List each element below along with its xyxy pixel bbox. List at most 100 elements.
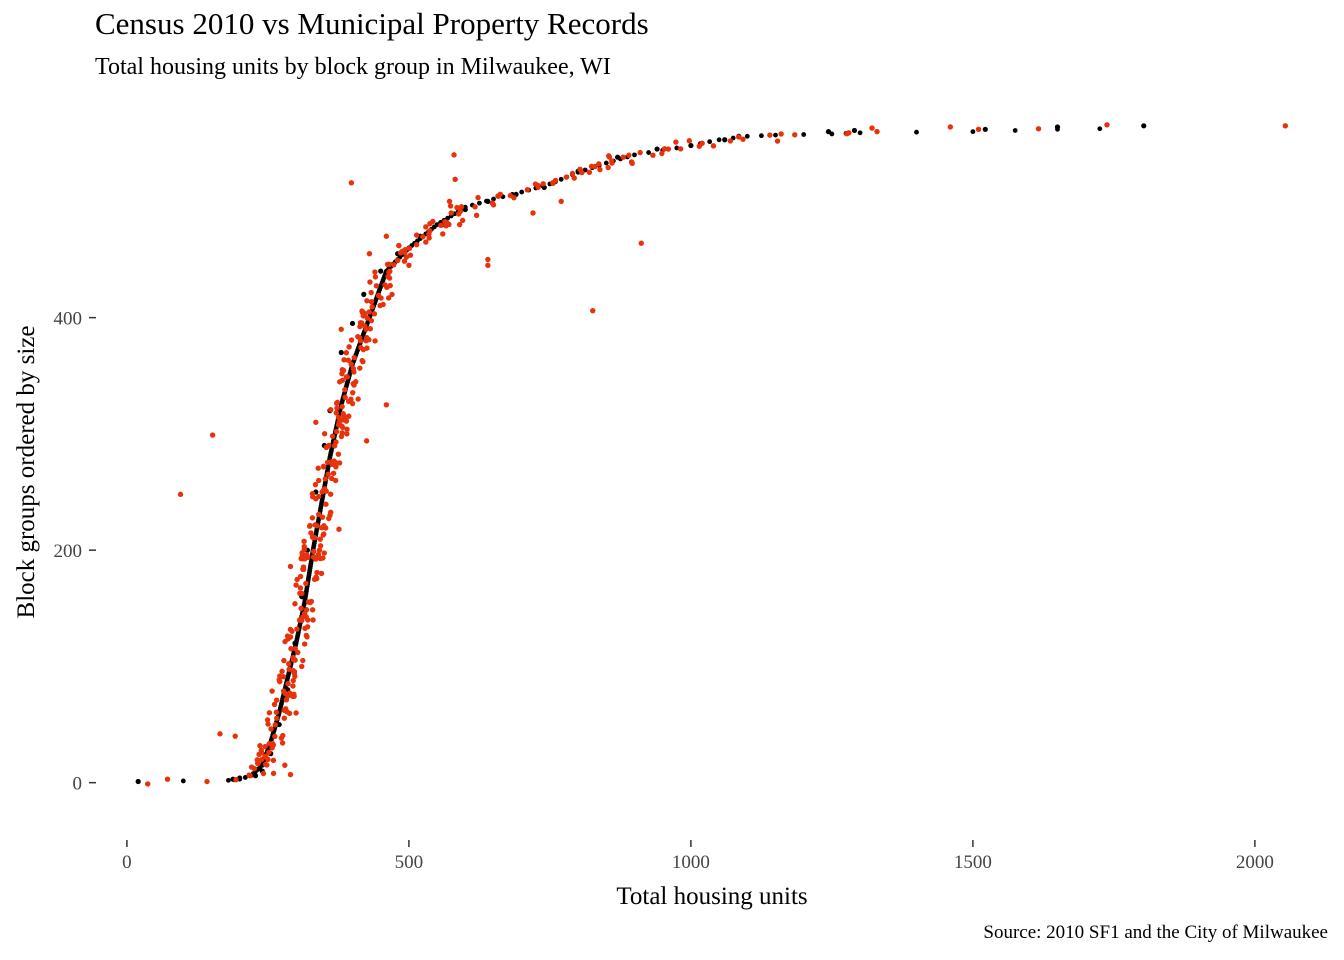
property-record-point [507,192,514,199]
property-record-point [342,394,348,400]
property-record-point [300,657,306,664]
property-record-point [495,193,501,199]
census-point [491,196,496,202]
property-record-point [297,585,304,591]
property-record-point [665,146,672,152]
census-point [982,126,988,132]
property-record-point [380,301,386,308]
property-record-point [590,307,596,314]
property-record-point [334,405,340,411]
property-record-point [260,770,267,777]
property-record-point [286,666,292,673]
property-record-point [274,715,280,721]
property-record-point [319,514,326,520]
property-record-point [360,358,366,365]
property-record-point [289,628,295,634]
property-record-point [301,546,307,553]
census-point [445,215,451,221]
x-tick-label-3: 1500 [954,852,992,873]
property-record-point [609,160,615,166]
property-record-point [292,601,298,607]
x-tick-label-0: 0 [122,852,132,873]
property-record-point [387,268,393,274]
property-record-point [569,170,576,177]
property-record-point [332,477,339,484]
property-record-point [452,176,458,182]
property-record-point [367,279,373,285]
property-record-point [1035,126,1042,132]
census-point [180,778,186,784]
census-point [519,189,525,195]
property-record-point [204,778,210,785]
property-record-point [638,240,644,246]
property-record-point [586,169,593,176]
property-record-point [333,439,339,445]
property-record-point [312,481,319,488]
property-record-point [686,138,693,144]
property-record-point [774,138,781,144]
property-record-point [596,161,602,167]
property-record-point [313,556,319,562]
property-record-point [340,367,347,374]
census-point [477,200,482,206]
property-record-point [339,430,345,436]
property-record-point [1104,122,1110,128]
property-record-point [279,668,285,675]
census-point [801,132,807,137]
property-record-point [563,174,570,180]
property-record-point [288,646,294,652]
property-record-point [472,204,478,210]
census-point [970,129,976,135]
property-record-point [659,150,665,157]
property-record-point [321,431,328,437]
property-record-point [597,166,603,173]
property-record-point [401,258,408,264]
property-record-point [329,461,335,467]
y-tick-label-1: 200 [54,541,83,562]
property-record-point [975,126,982,133]
property-record-point [355,396,361,402]
property-record-point [710,143,717,149]
property-record-point [286,710,293,717]
property-record-point [396,242,402,249]
property-record-point [336,460,343,466]
property-record-point [740,136,746,142]
property-record-point [524,187,531,193]
property-record-point [341,357,347,363]
property-record-point [364,298,370,304]
property-record-point [293,582,299,588]
census-point [914,129,919,135]
property-record-point [309,607,316,613]
property-record-point [287,563,294,570]
census-point [1097,126,1103,132]
census-point [338,349,344,356]
property-record-point [258,756,265,763]
property-record-point [290,677,296,684]
property-record-point [346,344,352,350]
property-record-point [292,657,298,663]
property-record-point [430,218,436,225]
property-record-point [327,512,333,518]
property-record-point [413,232,420,238]
property-record-point [270,757,277,764]
property-record-point [736,134,742,140]
property-record-point [385,295,392,301]
census-point [603,160,609,166]
property-record-point [558,198,564,205]
census-point [1012,128,1018,133]
property-record-point [345,357,351,363]
property-record-point [335,422,342,428]
census-point [485,198,491,204]
property-record-point [406,262,412,269]
property-record-point [290,693,296,700]
property-record-point [351,354,357,361]
property-record-point [456,221,463,228]
property-record-point [247,773,253,779]
census-point [773,132,778,138]
property-record-point [427,228,433,234]
property-record-point [874,128,880,135]
property-record-point [413,241,420,248]
property-record-point [320,555,326,561]
property-record-point [349,400,356,407]
